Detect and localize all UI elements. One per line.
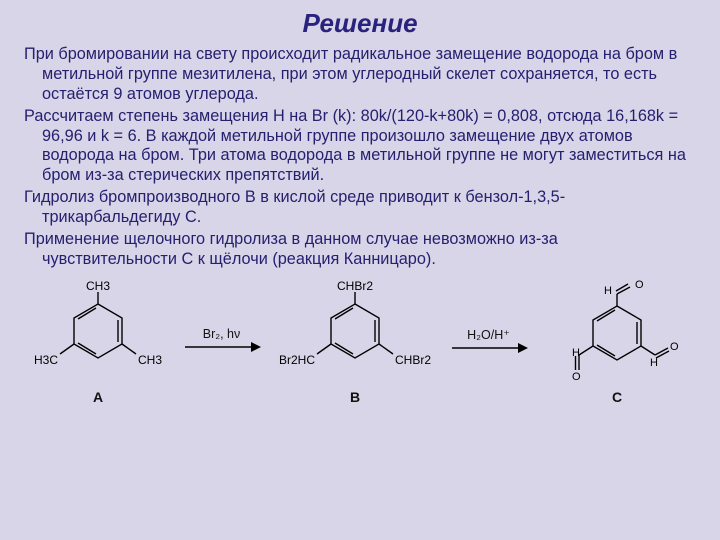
sub-right: CH3 [138, 353, 162, 367]
paragraph-2: Рассчитаем степень замещения H на Br (k)… [24, 107, 696, 187]
paragraph-3: Гидролиз бромпроизводного B в кислой сре… [24, 188, 696, 228]
slide-root: Решение При бромировании на свету происх… [0, 0, 720, 540]
oxy-left: O [572, 371, 581, 383]
molecule-A-svg: CH3 H3C CH3 [28, 278, 168, 388]
molecule-C: O O O H H H C [542, 278, 692, 405]
h-right: H [650, 357, 658, 369]
molecule-C-label: C [612, 389, 622, 405]
reaction-arrow-2: H₂O/H⁺ [450, 327, 528, 356]
molecule-B-label: B [350, 389, 360, 405]
sub-right: CHBr2 [395, 353, 431, 367]
paragraph-4: Применение щелочного гидролиза в данном … [24, 230, 696, 270]
sub-left: Br2HC [279, 353, 315, 367]
molecule-B: CHBr2 Br2HC CHBr2 B [275, 278, 435, 405]
reaction-arrow-1: Br₂, hν [183, 327, 261, 355]
molecule-A: CH3 H3C CH3 A [28, 278, 168, 405]
reaction-scheme: CH3 H3C CH3 A Br₂, hν [24, 278, 696, 405]
molecule-B-svg: CHBr2 Br2HC CHBr2 [275, 278, 435, 388]
sub-left: H3C [34, 353, 58, 367]
h-left: H [572, 347, 580, 359]
paragraph-1: При бромировании на свету происходит рад… [24, 45, 696, 105]
molecule-C-svg: O O O H H H [542, 278, 692, 388]
arrow-icon [450, 340, 528, 356]
oxy-right: O [670, 341, 679, 353]
oxy-top: O [635, 279, 644, 291]
arrow-icon [183, 339, 261, 355]
molecule-A-label: A [93, 389, 103, 405]
sub-top: CH3 [86, 279, 110, 293]
sub-top: CHBr2 [337, 279, 373, 293]
slide-title: Решение [24, 8, 696, 39]
h-top: H [604, 285, 612, 297]
